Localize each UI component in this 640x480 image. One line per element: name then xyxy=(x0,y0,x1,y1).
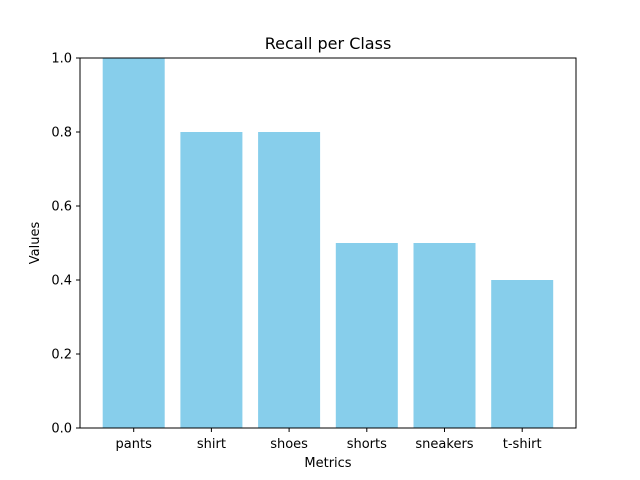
bar-shorts xyxy=(335,243,398,428)
bars-group xyxy=(102,58,554,428)
bar-pants xyxy=(102,58,165,428)
y-tick-label: 0.6 xyxy=(51,200,72,215)
plot-frame xyxy=(79,57,577,429)
bar-sneakers xyxy=(413,243,476,428)
x-tick-label: shirt xyxy=(197,437,226,452)
bar-shoes xyxy=(258,132,321,428)
bar-shirt xyxy=(180,132,243,428)
y-tick-label: 1.0 xyxy=(51,52,72,67)
chart-title: Recall per Class xyxy=(265,34,392,53)
y-axis-ticks: 0.0 0.2 0.4 0.6 0.8 1.0 xyxy=(51,52,80,437)
x-tick-label: sneakers xyxy=(415,437,473,452)
x-tick-label: pants xyxy=(116,437,153,452)
y-tick-label: 0.0 xyxy=(51,422,72,437)
x-tick-label: shorts xyxy=(347,437,387,452)
y-axis-label: Values xyxy=(28,222,43,265)
y-tick-label: 0.4 xyxy=(51,274,72,289)
x-axis-ticks: pants shirt shoes shorts sneakers t-shirt xyxy=(116,428,542,452)
y-tick-label: 0.2 xyxy=(51,348,72,363)
y-tick-label: 0.8 xyxy=(51,126,72,141)
x-tick-label: t-shirt xyxy=(503,437,542,452)
bar-t-shirt xyxy=(491,280,554,428)
x-tick-label: shoes xyxy=(270,437,308,452)
x-axis-label: Metrics xyxy=(304,456,351,471)
